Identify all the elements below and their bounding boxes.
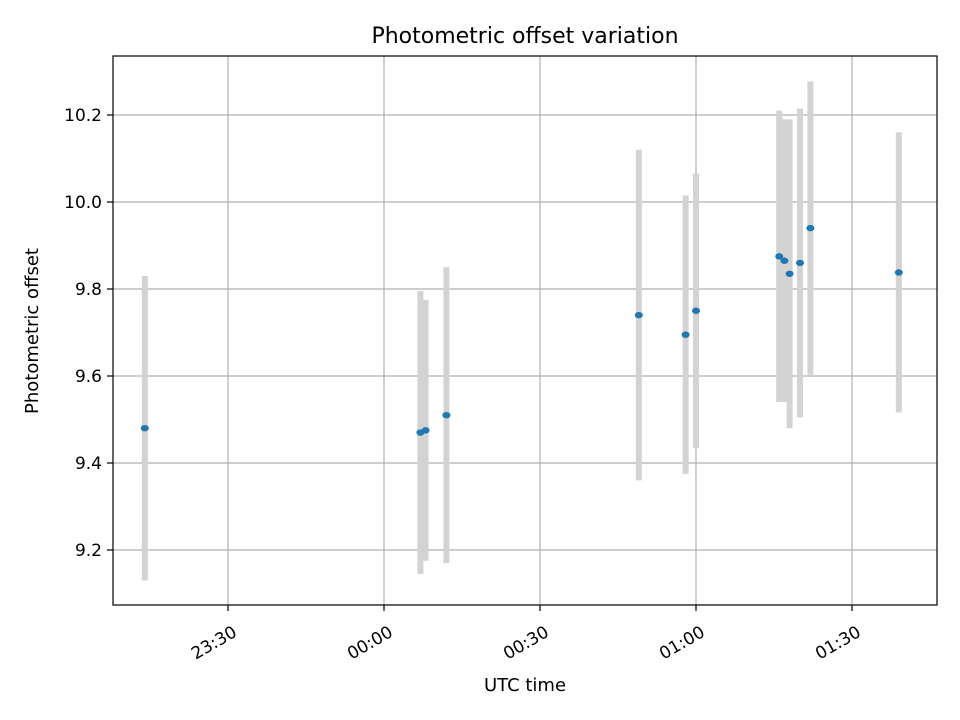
y-tick-label: 9.2	[75, 541, 102, 561]
x-axis-title: UTC time	[484, 675, 566, 696]
data-point	[681, 331, 690, 338]
data-point	[442, 411, 451, 419]
data-point	[692, 307, 700, 314]
data-point	[894, 269, 903, 276]
y-tick-label: 10.0	[64, 193, 102, 213]
data-points	[140, 224, 903, 436]
y-tick-label: 9.6	[75, 367, 102, 387]
data-point	[634, 311, 643, 319]
y-tick-label: 9.4	[75, 454, 102, 474]
data-point	[775, 253, 784, 260]
y-tick-label: 10.2	[64, 106, 102, 126]
y-tick-label: 9.8	[75, 280, 102, 300]
data-point	[806, 224, 815, 232]
chart-title: Photometric offset variation	[371, 24, 678, 49]
data-point	[140, 425, 149, 432]
data-point	[780, 257, 789, 264]
data-point	[421, 427, 430, 434]
plot-area-frame	[112, 55, 938, 606]
data-point	[796, 259, 804, 267]
data-point	[785, 270, 794, 277]
y-axis-title: Photometric offset	[22, 248, 43, 414]
